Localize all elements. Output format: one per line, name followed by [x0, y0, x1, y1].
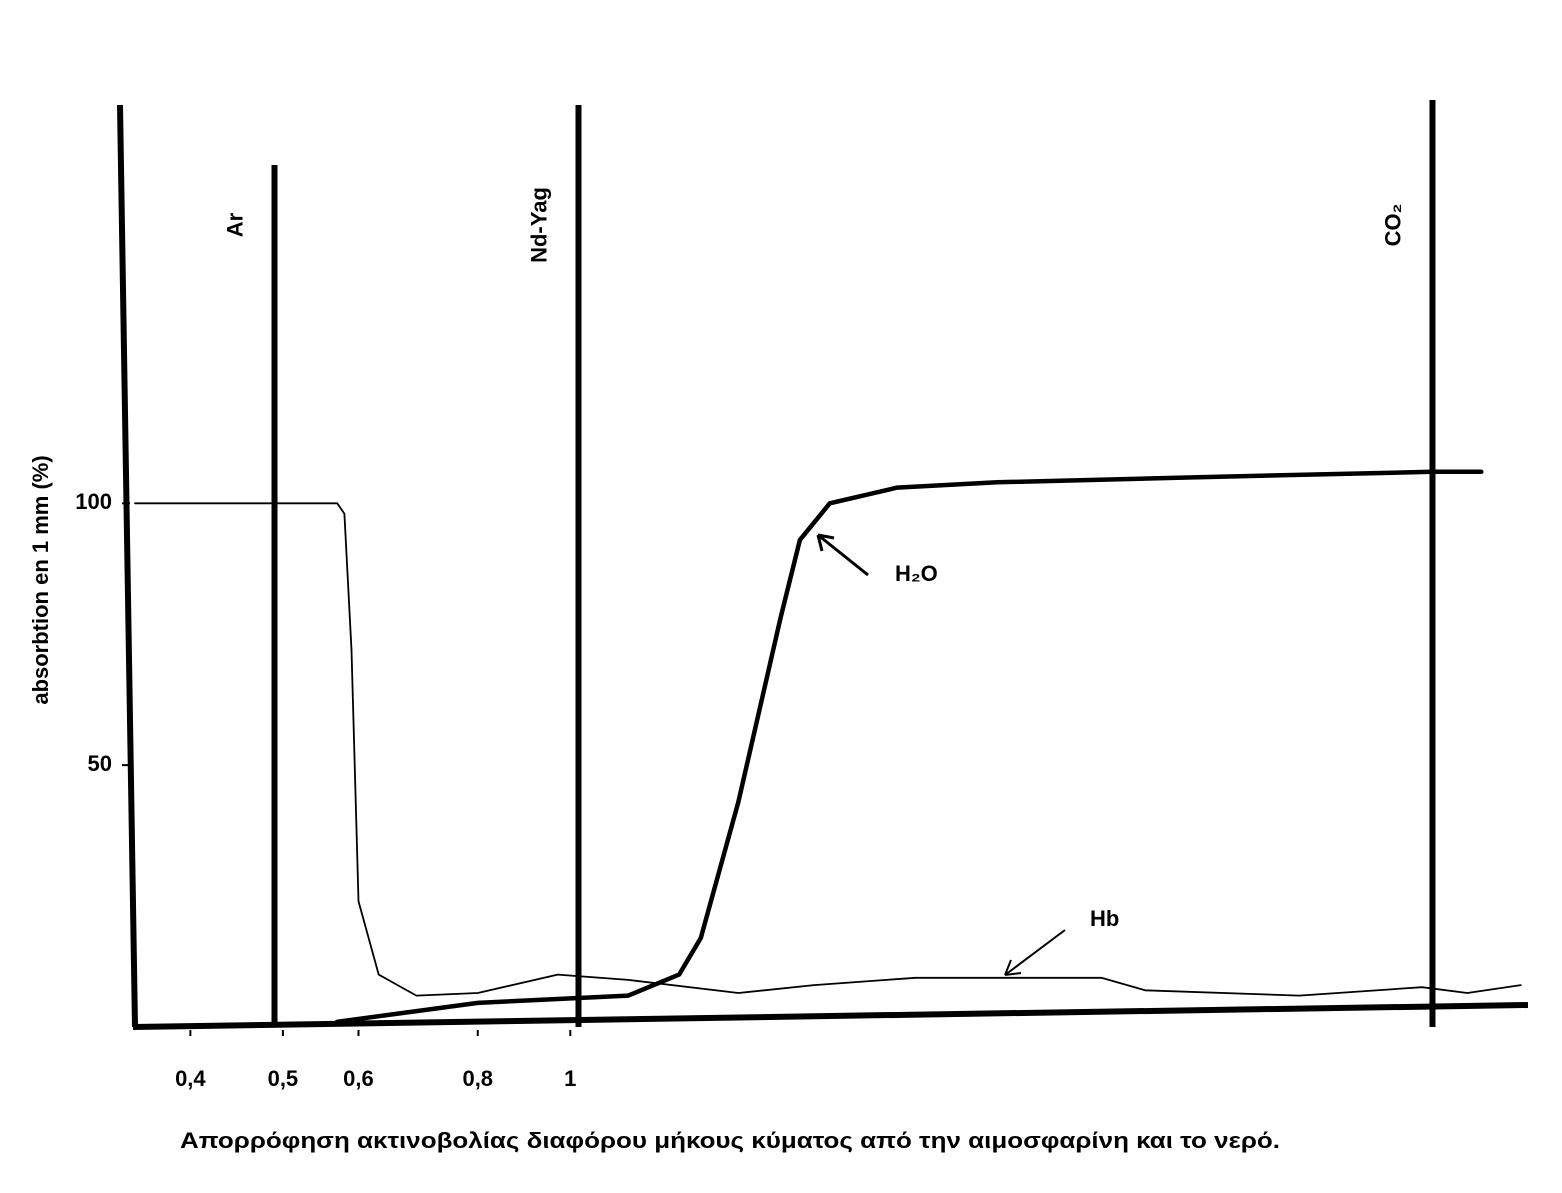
- x-tick-label: 1: [564, 1066, 576, 1091]
- x-tick-label: 0,8: [462, 1066, 493, 1091]
- y-tick-label: 50: [88, 751, 112, 776]
- arrow-head: [1004, 959, 1022, 976]
- y-axis: [117, 104, 138, 1028]
- series-label: H₂O: [895, 561, 938, 586]
- laser-label: Nd-Yag: [526, 187, 551, 263]
- arrow-head: [816, 533, 835, 552]
- series-label: Hb: [1090, 906, 1119, 931]
- caption: Απορρόφηση ακτινοβολίας διαφόρου μήκους …: [180, 1128, 1280, 1153]
- laser-label: CO₂: [1380, 204, 1405, 247]
- laser-label: Ar: [222, 212, 247, 237]
- series-line: [334, 469, 1484, 1025]
- y-axis-label: absorbtion en 1 mm (%): [28, 455, 53, 704]
- series-line: [134, 502, 1522, 997]
- x-axis: [132, 1002, 1529, 1030]
- annotation-arrow: [1004, 929, 1066, 976]
- x-tick-label: 0,5: [268, 1066, 299, 1091]
- y-tick-label: 100: [75, 489, 112, 514]
- x-tick-label: 0,4: [175, 1066, 206, 1091]
- x-tick-label: 0,6: [343, 1066, 374, 1091]
- annotation-arrow: [817, 533, 869, 577]
